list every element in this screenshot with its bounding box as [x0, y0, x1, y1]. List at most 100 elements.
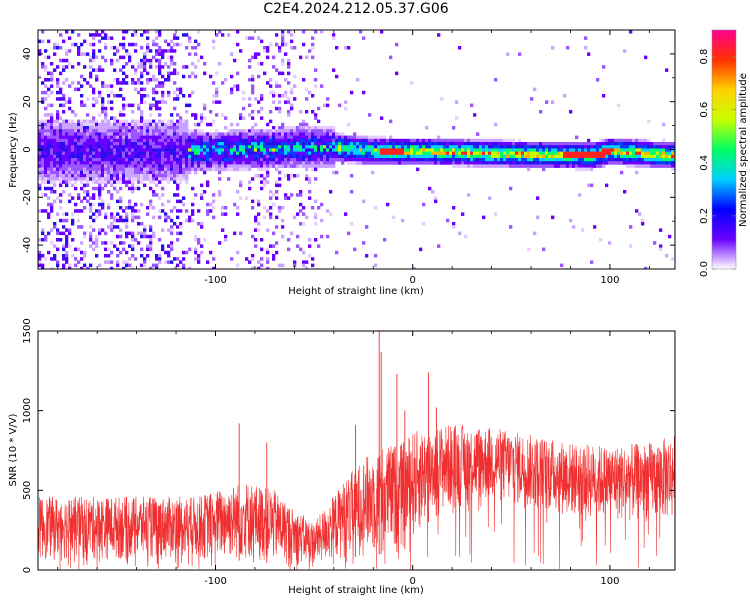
heatmap-cell: [50, 116, 54, 120]
heatmap-cell: [536, 151, 540, 156]
heatmap-cell: [65, 254, 69, 258]
heatmap-cell: [92, 49, 96, 53]
heatmap-cell: [167, 167, 171, 172]
heatmap-cell: [50, 132, 54, 136]
heatmap-cell: [80, 52, 84, 56]
heatmap-cell: [44, 55, 48, 60]
heatmap-cell: [83, 164, 87, 168]
heatmap-cell: [641, 164, 645, 168]
heatmap-cell: [146, 161, 150, 165]
heatmap-cell: [200, 250, 204, 255]
heatmap-cell: [524, 151, 528, 156]
heatmap-cell: [89, 71, 93, 76]
heatmap-cell: [239, 161, 243, 165]
heatmap-cell: [209, 164, 213, 168]
heatmap-cell: [41, 90, 45, 95]
heatmap-cell: [107, 138, 111, 143]
heatmap-cell: [137, 167, 141, 172]
heatmap-cell: [125, 231, 129, 236]
heatmap-cell: [422, 154, 426, 159]
heatmap-cell: [296, 244, 300, 248]
heatmap-cell: [50, 206, 54, 210]
heatmap-cell: [179, 231, 183, 236]
heatmap-cell: [149, 186, 153, 191]
heatmap-cell: [383, 154, 387, 159]
heatmap-cell: [419, 158, 423, 162]
heatmap-cell: [518, 154, 522, 159]
heatmap-cell: [395, 42, 399, 47]
colorbar-tick-label: 0.0: [699, 261, 710, 277]
heatmap-cell: [590, 142, 594, 146]
heatmap-cell: [662, 145, 666, 149]
heatmap-cell: [488, 138, 492, 143]
heatmap-cell: [560, 154, 564, 159]
heatmap-cell: [614, 148, 618, 152]
heatmap-cell: [674, 148, 675, 152]
heatmap-cell: [620, 138, 624, 143]
heatmap-cell: [515, 154, 519, 159]
heatmap-cell: [140, 151, 144, 156]
heatmap-cell: [350, 148, 354, 152]
heatmap-cell: [47, 129, 51, 133]
heatmap-cell: [59, 138, 63, 143]
heatmap-cell: [596, 154, 600, 159]
heatmap-cell: [518, 161, 522, 165]
heatmap-cell: [212, 148, 216, 152]
heatmap-cell: [149, 225, 153, 229]
heatmap-cell: [164, 174, 168, 178]
heatmap-cell: [293, 129, 297, 133]
heatmap-cell: [143, 161, 147, 165]
heatmap-cell: [119, 113, 123, 117]
heatmap-cell: [401, 158, 405, 162]
heatmap-cell: [356, 148, 360, 152]
heatmap-cell: [149, 148, 153, 152]
heatmap-cell: [506, 154, 510, 159]
heatmap-cell: [260, 39, 264, 44]
heatmap-cell: [488, 196, 492, 200]
heatmap-cell: [122, 260, 126, 264]
heatmap-cell: [110, 100, 114, 104]
heatmap-cell: [71, 119, 75, 124]
heatmap-cell: [416, 142, 420, 146]
heatmap-cell: [467, 161, 471, 165]
heatmap-cell: [101, 174, 105, 178]
heatmap-cell: [47, 39, 51, 44]
heatmap-cell: [458, 161, 462, 165]
heatmap-cell: [569, 161, 573, 165]
heatmap-cell: [140, 81, 144, 85]
heatmap-cell: [281, 58, 285, 63]
heatmap-cell: [515, 161, 519, 165]
heatmap-cell: [92, 33, 96, 37]
heatmap-cell: [419, 161, 423, 165]
heatmap-cell: [98, 49, 102, 53]
heatmap-cell: [131, 154, 135, 159]
heatmap-cell: [62, 170, 66, 175]
heatmap-cell: [269, 132, 273, 136]
heatmap-cell: [92, 42, 96, 47]
heatmap-cell: [197, 260, 201, 264]
heatmap-cell: [131, 138, 135, 143]
heatmap-cell: [254, 158, 258, 162]
heatmap-cell: [167, 164, 171, 168]
heatmap-cell: [191, 202, 195, 207]
heatmap-cell: [149, 103, 153, 108]
heatmap-cell: [239, 158, 243, 162]
heatmap-cell: [146, 78, 150, 82]
heatmap-cell: [203, 103, 207, 108]
heatmap-cell: [248, 186, 252, 191]
heatmap-cell: [374, 158, 378, 162]
heatmap-cell: [260, 142, 264, 146]
heatmap-cell: [242, 142, 246, 146]
heatmap-cell: [125, 161, 129, 165]
heatmap-cell: [290, 33, 294, 37]
heatmap-cell: [347, 138, 351, 143]
heatmap-cell: [347, 158, 351, 162]
heatmap-cell: [83, 135, 87, 140]
heatmap-cell: [173, 222, 177, 226]
heatmap-cell: [203, 151, 207, 156]
heatmap-cell: [242, 129, 246, 133]
heatmap-cell: [221, 212, 225, 216]
heatmap-cell: [224, 206, 228, 210]
heatmap-cell: [260, 247, 264, 252]
heatmap-cell: [200, 148, 204, 152]
